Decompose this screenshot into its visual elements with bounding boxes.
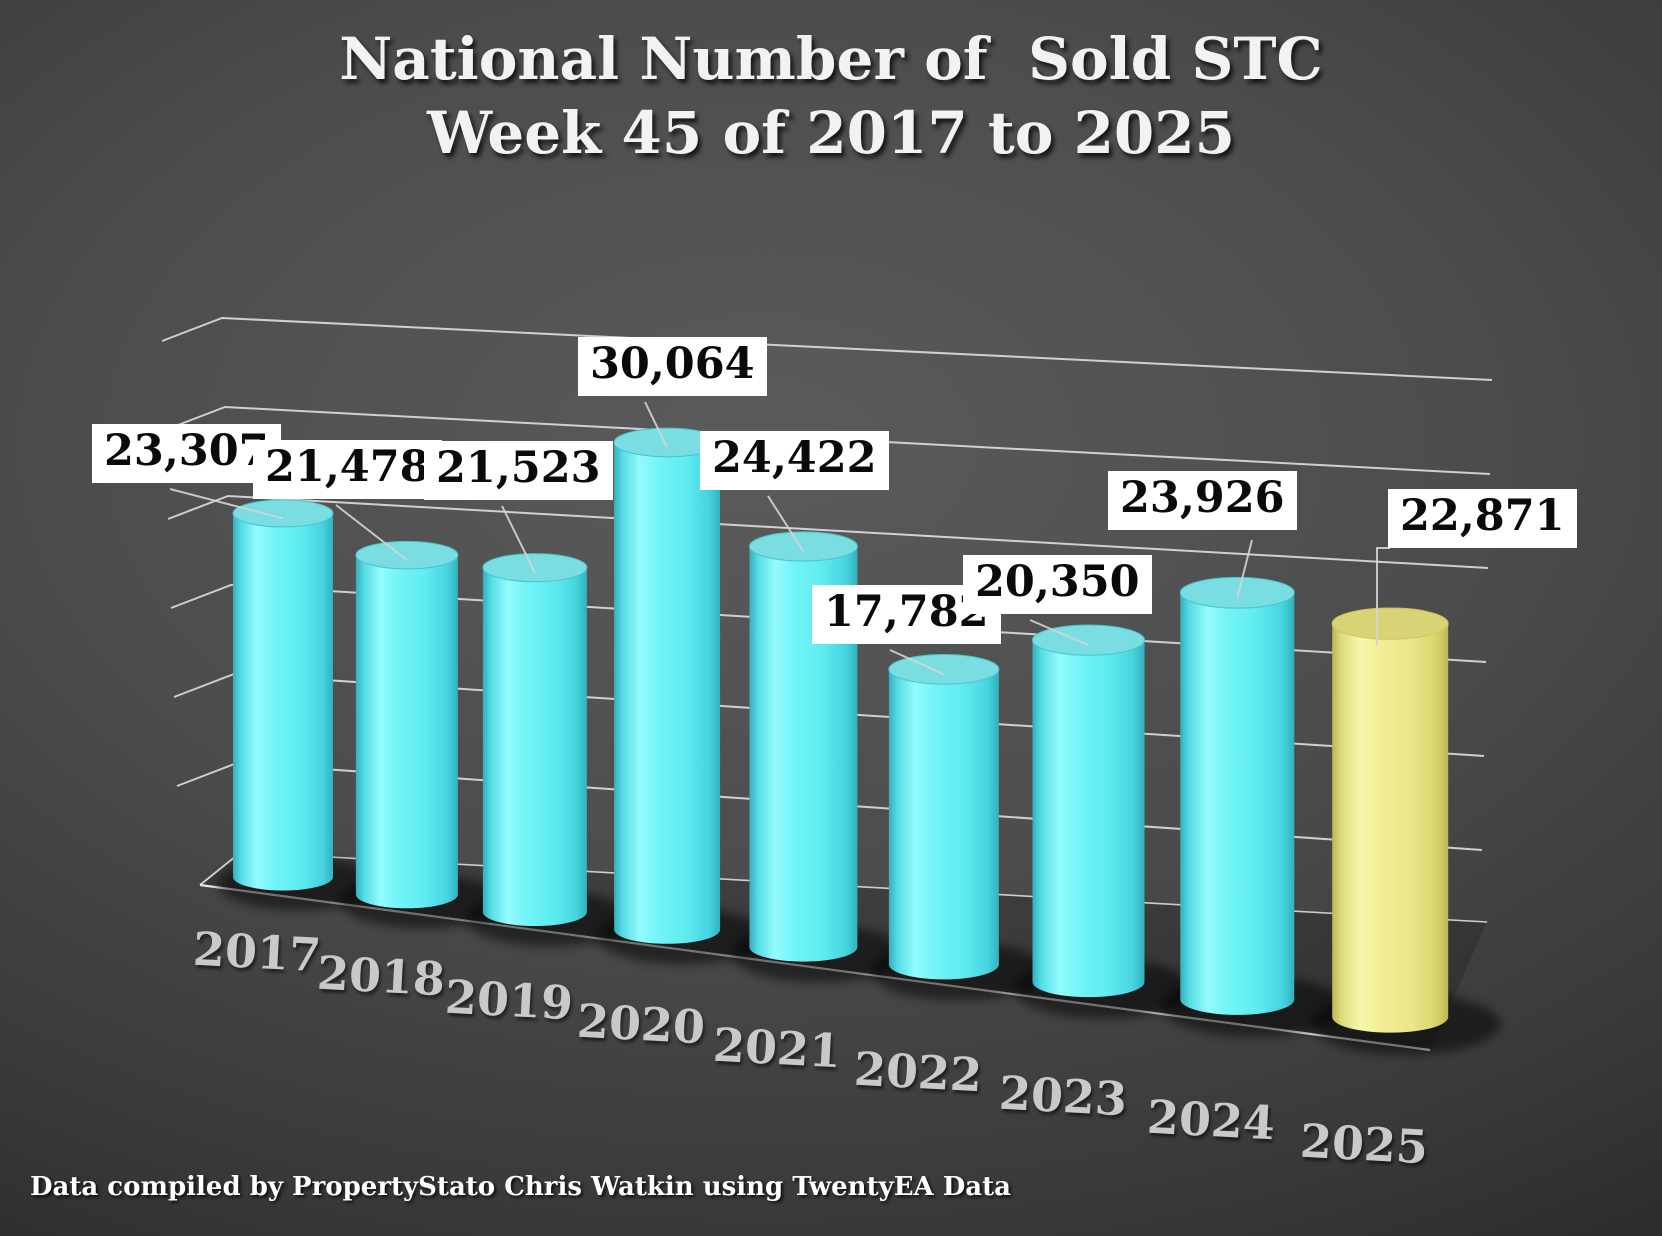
cylinder-2025	[1331, 607, 1449, 1033]
chart-title-line1: National Number of Sold STC	[339, 25, 1323, 93]
value-label-2019: 21,523	[424, 441, 613, 501]
category-label-2023: 2023	[997, 1065, 1128, 1127]
category-label-2019: 2019	[443, 969, 575, 1031]
category-label-2017: 2017	[191, 921, 323, 983]
cylinder-2022	[888, 653, 1000, 980]
category-label-2025: 2025	[1298, 1113, 1430, 1175]
value-label-2021: 24,422	[700, 431, 889, 491]
value-label-2024: 23,926	[1108, 471, 1297, 531]
leader-line-2024	[1236, 539, 1253, 599]
category-label-2022: 2022	[852, 1041, 984, 1103]
category-label-2021: 2021	[712, 1017, 843, 1079]
category-label-2018: 2018	[315, 945, 447, 1007]
value-label-2025: 22,871	[1388, 489, 1577, 549]
cylinder-2019	[482, 553, 588, 927]
gridline	[161, 316, 1493, 381]
value-label-2017: 23,307	[92, 424, 281, 484]
cylinder-2020	[613, 427, 721, 944]
category-label-2020: 2020	[575, 993, 707, 1055]
gridline	[164, 405, 1491, 475]
value-label-2018: 21,478	[253, 440, 442, 500]
value-label-2023: 20,350	[963, 555, 1152, 615]
leader-line-2025	[1376, 547, 1390, 646]
value-label-2020: 30,064	[578, 337, 767, 397]
leader-line-2023	[1029, 619, 1089, 647]
leader-line-2022	[889, 649, 945, 676]
chart-title: National Number of Sold STC Week 45 of 2…	[0, 22, 1662, 170]
cylinder-2023	[1032, 624, 1145, 998]
label-leader-lines	[169, 401, 1390, 676]
footer-attribution: Data compiled by PropertyStato Chris Wat…	[30, 1172, 1011, 1202]
gridline	[167, 494, 1489, 569]
category-label-2024: 2024	[1145, 1089, 1277, 1151]
cylinder-2018	[355, 540, 459, 909]
chart-title-line2: Week 45 of 2017 to 2025	[426, 99, 1236, 168]
leader-line-2020	[644, 401, 668, 448]
leader-line-2018	[335, 504, 408, 561]
cylinder-2021	[748, 531, 858, 962]
cylinder-2017	[232, 499, 334, 891]
cylinders	[232, 427, 1449, 1033]
leader-line-2021	[767, 495, 805, 553]
cylinder-2024	[1179, 576, 1295, 1015]
leader-line-2017	[169, 488, 284, 520]
leader-line-2019	[501, 505, 536, 574]
